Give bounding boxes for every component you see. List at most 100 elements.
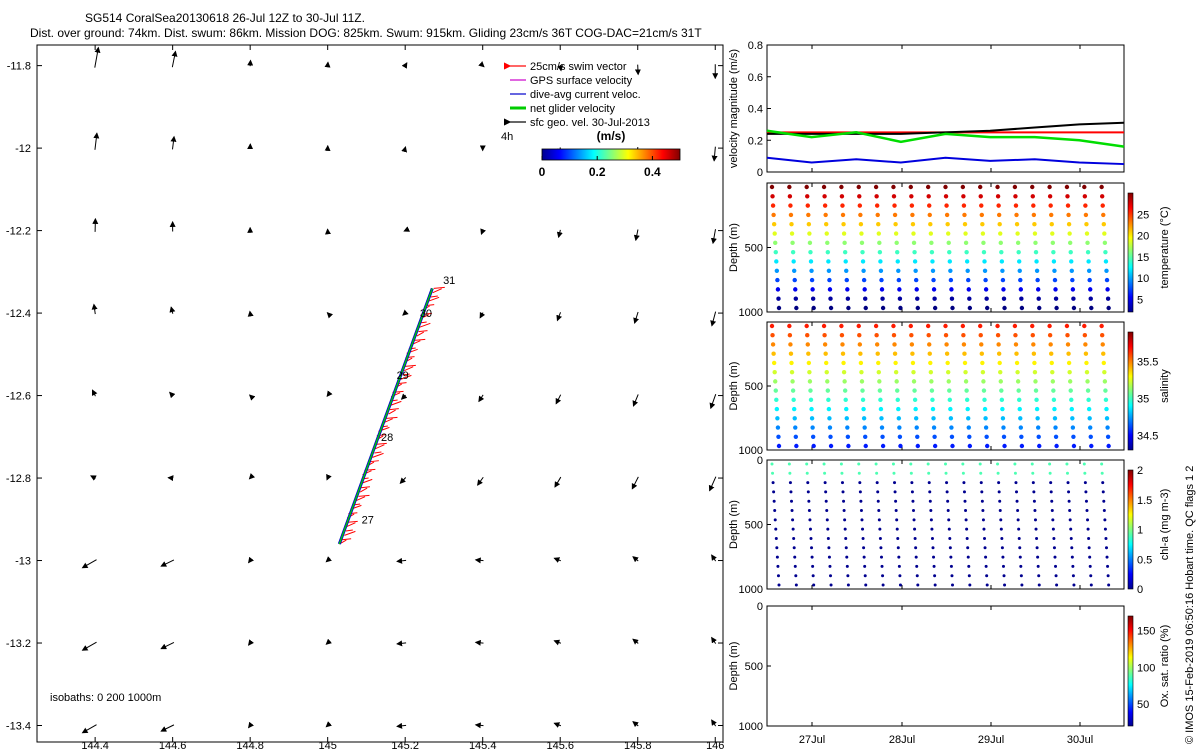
- profile-point: [824, 360, 829, 366]
- profile-point: [947, 518, 951, 522]
- colorbar-tick-label: 0.2: [589, 165, 606, 179]
- y-tick-label: 0.2: [748, 135, 763, 147]
- profile-point: [1085, 240, 1090, 246]
- profile-point: [859, 379, 865, 384]
- profile-point: [1018, 425, 1024, 430]
- profile-point: [793, 296, 799, 301]
- profile-point: [979, 351, 985, 356]
- profile-point: [876, 490, 880, 494]
- profile-point: [932, 434, 937, 439]
- profile-point: [933, 583, 937, 587]
- profile-point: [845, 434, 851, 439]
- profile-point: [984, 296, 989, 301]
- profile-point: [1015, 231, 1020, 236]
- profile-point: [1100, 462, 1104, 466]
- profile-point: [822, 342, 828, 347]
- profile-point: [772, 369, 777, 375]
- net-glider-velocity-line: [338, 288, 433, 545]
- swim-vector: [402, 373, 410, 376]
- profile-point: [908, 323, 913, 329]
- profile-point: [788, 351, 794, 356]
- profile-point: [898, 574, 902, 578]
- profile-point: [808, 249, 813, 255]
- profile-point: [1082, 323, 1087, 329]
- y-tick-label: 500: [745, 520, 763, 532]
- profile-point: [999, 518, 1003, 522]
- profile-point: [808, 518, 812, 522]
- profile-point: [879, 416, 884, 421]
- profile-point: [826, 527, 830, 531]
- profile-point: [821, 184, 827, 190]
- profile-point: [1067, 240, 1073, 246]
- profile-point: [1031, 471, 1035, 475]
- profile-point: [950, 443, 955, 449]
- copyright-label: © IMOS 15-Feb-2019 06:50:16 Hobart time.…: [1184, 465, 1196, 744]
- surface-velocity-arrow: [480, 228, 486, 236]
- profile-point: [1002, 574, 1006, 578]
- panel-frame: [766, 321, 1125, 451]
- profile-point: [842, 240, 847, 246]
- colorbar-tick-label: 34.5: [1137, 430, 1158, 442]
- panel-frame: [766, 182, 1125, 313]
- profile-point: [861, 536, 865, 540]
- profile-point: [1071, 434, 1076, 439]
- profile-point: [967, 574, 971, 578]
- profile-point: [789, 369, 795, 375]
- profile-point: [1016, 249, 1021, 255]
- title-line-1: SG514 CoralSea20130618 26-Jul 12Z to 30-…: [85, 11, 365, 25]
- profile-point: [1103, 397, 1109, 403]
- profile-point: [877, 240, 882, 246]
- profile-point: [999, 397, 1005, 403]
- profile-point: [1086, 406, 1092, 412]
- colorbar-ticks: 0 0.2 0.4: [539, 156, 661, 179]
- velocity-series-line: [766, 156, 1125, 166]
- surface-velocity-arrow: [633, 229, 640, 242]
- x-tick-label: 144.6: [159, 740, 187, 750]
- profile-point: [1001, 287, 1006, 292]
- panel-ylabel: Depth (m): [728, 500, 740, 549]
- profile-point: [909, 333, 914, 338]
- profile-point: [980, 231, 986, 236]
- profile-point: [943, 333, 949, 338]
- profile-point: [930, 527, 934, 531]
- profile-point: [967, 305, 973, 311]
- profile-point: [793, 425, 798, 430]
- profile-point: [1003, 583, 1007, 587]
- profile-point: [878, 527, 882, 531]
- profile-point: [772, 490, 776, 494]
- profile-point: [897, 564, 901, 568]
- profile-point: [913, 527, 917, 531]
- profile-point: [964, 259, 970, 264]
- profile-point: [825, 509, 829, 513]
- profile-point: [929, 249, 935, 255]
- profile-point: [1035, 277, 1040, 283]
- profile-point: [1100, 342, 1105, 347]
- y-tick-label: -12.6: [6, 391, 31, 403]
- surface-velocity-arrow: [632, 638, 639, 645]
- profile-point: [1051, 527, 1055, 531]
- profile-point: [1084, 231, 1090, 236]
- profile-point: [1015, 240, 1021, 246]
- profile-point: [980, 499, 984, 503]
- y-tick-label: -12.4: [6, 308, 31, 320]
- profile-point: [1050, 379, 1056, 384]
- profile-point: [807, 499, 811, 503]
- legend-label: GPS surface velocity: [530, 75, 633, 87]
- profile-point: [825, 240, 830, 246]
- profile-point: [787, 462, 791, 466]
- profile-point: [1104, 546, 1108, 550]
- surface-velocity-arrow: [710, 311, 717, 327]
- panel-frame: [766, 44, 1125, 173]
- profile-point: [877, 249, 883, 255]
- profile-point: [857, 342, 863, 347]
- profile-point: [875, 212, 880, 218]
- profile-point: [985, 305, 990, 311]
- profile-point: [880, 296, 885, 301]
- profile-point: [898, 583, 902, 587]
- profile-point: [892, 342, 897, 347]
- profile-point: [1102, 240, 1108, 246]
- profile-point: [844, 268, 849, 273]
- profile-point: [893, 360, 898, 366]
- surface-velocity-arrow: [556, 229, 563, 239]
- profile-point: [1037, 574, 1041, 578]
